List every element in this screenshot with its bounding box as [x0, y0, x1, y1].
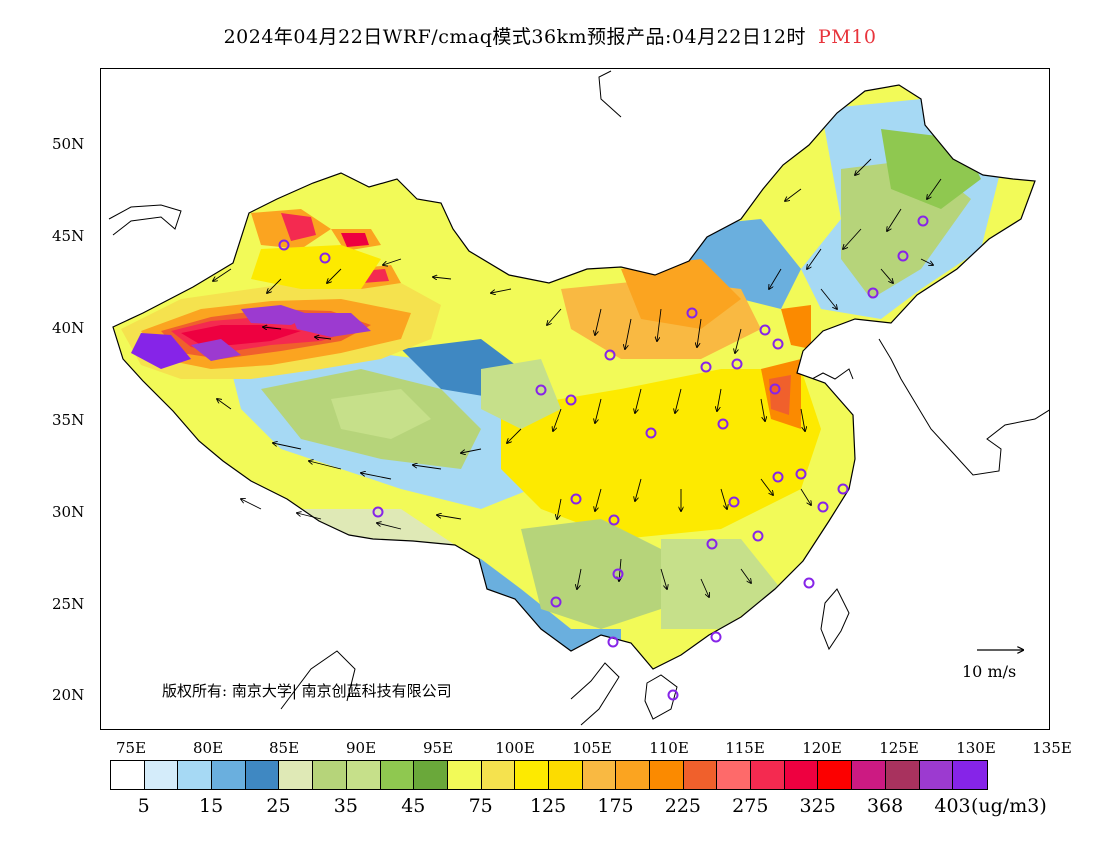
pm10-concentration-map [108, 70, 1049, 726]
copyright-text: 版权所有: 南京大学| 南京创蓝科技有限公司 [162, 682, 452, 700]
coastline-taiwan [820, 588, 850, 651]
coastline-india [280, 650, 356, 710]
coastline-hainan [644, 674, 678, 720]
legend-swatch [111, 761, 145, 789]
lon-label: 120E [802, 739, 842, 757]
legend-label: 5 [137, 795, 150, 817]
legend-swatch [717, 761, 752, 789]
color-legend [110, 760, 988, 790]
legend-swatch [346, 761, 381, 789]
legend-swatch [818, 761, 853, 789]
legend-swatch [245, 761, 280, 789]
lat-label: 30N [52, 503, 85, 521]
legend-swatch [751, 761, 785, 789]
lon-label: 85E [268, 739, 300, 757]
legend-swatch [548, 761, 583, 789]
pollutant-name: PM10 [818, 26, 877, 48]
coastline-korea-japan [878, 338, 1049, 476]
coastline-balkhash [108, 204, 182, 236]
lon-label: 110E [649, 739, 689, 757]
wind-vectors [213, 158, 942, 597]
lon-label: 105E [572, 739, 612, 757]
map-frame[interactable] [100, 68, 1050, 730]
legend-label: 325 [799, 795, 836, 817]
legend-label: 15 [199, 795, 224, 817]
lon-label: 95E [422, 739, 454, 757]
legend-swatch [582, 761, 617, 789]
legend-label: 403 [934, 795, 971, 817]
coastline-lake-baikal [598, 70, 622, 118]
reference-vector-label: 10 m/s [962, 662, 1017, 681]
lon-label: 75E [115, 739, 147, 757]
lon-label: 125E [879, 739, 919, 757]
lat-label: 40N [52, 319, 85, 337]
china-border [112, 84, 1036, 670]
lat-label: 50N [52, 135, 85, 153]
map-title: 2024年04月22日WRF/cmaq模式36km预报产品:04月22日12时 P… [0, 22, 1100, 49]
lon-label: 100E [495, 739, 535, 757]
legend-swatch [313, 761, 347, 789]
legend-swatch [481, 761, 516, 789]
legend-swatch [144, 761, 179, 789]
title-text: 2024年04月22日WRF/cmaq模式36km预报产品:04月22日12时 [223, 26, 806, 48]
legend-label: 25 [266, 795, 291, 817]
legend-swatch [784, 761, 819, 789]
lat-label: 35N [52, 411, 85, 429]
legend-swatch [279, 761, 314, 789]
legend-label: 75 [468, 795, 493, 817]
legend-swatch [212, 761, 246, 789]
lon-label: 130E [956, 739, 996, 757]
legend-swatch [515, 761, 549, 789]
lon-label: 90E [345, 739, 377, 757]
legend-swatch [616, 761, 650, 789]
legend-swatch [178, 761, 213, 789]
legend-swatch [650, 761, 684, 789]
legend-label: 225 [664, 795, 702, 817]
legend-swatch [447, 761, 482, 789]
lat-label: 20N [52, 686, 85, 704]
legend-swatch [953, 761, 987, 789]
lon-label: 115E [725, 739, 765, 757]
legend-swatch [414, 761, 448, 789]
legend-swatch [852, 761, 886, 789]
legend-label: 125 [529, 795, 567, 817]
legend-swatch [683, 761, 718, 789]
legend-label: 275 [732, 795, 769, 817]
legend-label: 368 [866, 795, 904, 817]
legend-label: 175 [597, 795, 634, 817]
coastline-indochina [570, 662, 620, 726]
lat-label: 25N [52, 595, 85, 613]
legend-label: 45 [401, 795, 426, 817]
legend-swatch [380, 761, 415, 789]
station-markers [278, 215, 929, 701]
lat-label: 45N [52, 227, 85, 245]
lon-label: 80E [192, 739, 224, 757]
legend-units: (ug/m3) [971, 795, 1047, 817]
legend-swatch [919, 761, 954, 789]
legend-label: 35 [333, 795, 358, 817]
lon-label: 135E [1032, 739, 1072, 757]
legend-swatch [885, 761, 920, 789]
